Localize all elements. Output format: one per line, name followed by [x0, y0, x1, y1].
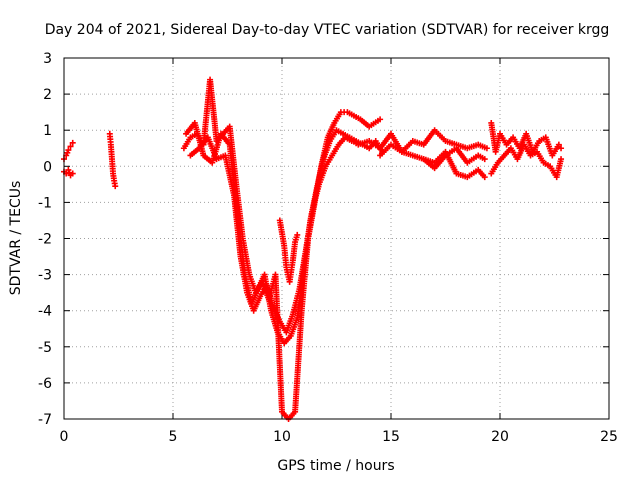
- data-point: [69, 170, 76, 177]
- data-point: [377, 116, 384, 123]
- y-tick-label: -3: [38, 268, 52, 284]
- data-point: [481, 156, 488, 163]
- data-point: [483, 145, 490, 152]
- y-axis-label: SDTVAR / TECUs: [8, 181, 24, 296]
- data-point: [112, 183, 119, 190]
- data-point: [67, 143, 74, 150]
- y-tick-label: -6: [38, 376, 52, 392]
- data-point: [555, 141, 562, 148]
- chart-title: Day 204 of 2021, Sidereal Day-to-day VTE…: [45, 22, 610, 38]
- x-tick-label: 20: [491, 429, 509, 445]
- x-tick-label: 25: [600, 429, 618, 445]
- data-point: [558, 156, 565, 163]
- axis-ticks: -7 -6 -5 -4 -3 -2 -1 0 1 2 3 0 5 10 15 20 25: [38, 51, 618, 445]
- y-tick-label: 0: [43, 159, 52, 175]
- y-tick-label: 1: [43, 123, 52, 139]
- y-tick-label: -2: [38, 232, 52, 248]
- data-point: [558, 145, 565, 152]
- y-tick-label: -1: [38, 195, 52, 211]
- plot-frame: [63, 57, 610, 420]
- y-tick-label: -5: [38, 340, 52, 356]
- data-point: [65, 147, 72, 154]
- x-tick-label: 5: [169, 429, 178, 445]
- x-axis-label: GPS time / hours: [277, 458, 394, 474]
- grid: [64, 58, 609, 419]
- x-tick-label: 10: [273, 429, 291, 445]
- data-point: [481, 174, 488, 181]
- data-point: [294, 231, 301, 238]
- x-tick-label: 0: [60, 429, 69, 445]
- data-point: [69, 139, 76, 146]
- x-tick-label: 15: [382, 429, 400, 445]
- y-tick-label: -7: [38, 412, 52, 428]
- y-tick-label: 2: [43, 87, 52, 103]
- data-points: [61, 76, 565, 422]
- y-tick-label: 3: [43, 51, 52, 67]
- y-tick-label: -4: [38, 304, 52, 320]
